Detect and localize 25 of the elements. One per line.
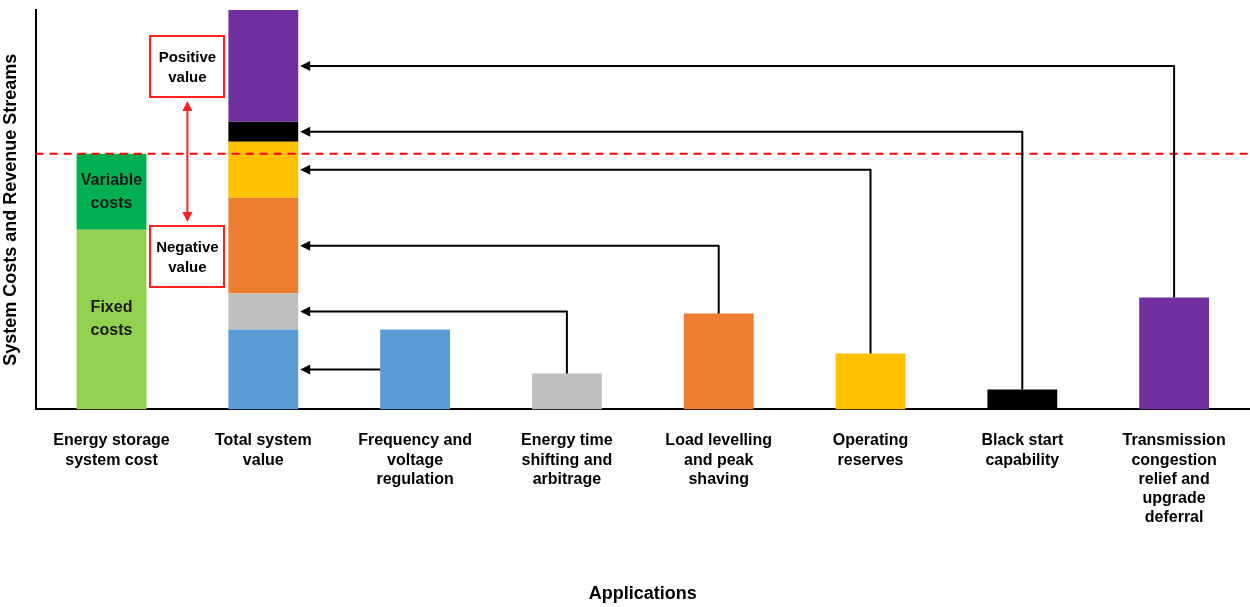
- x-axis-title: Applications: [588, 583, 697, 604]
- bar: [531, 373, 602, 410]
- x-tick-label: Load levelling and peak shaving: [665, 431, 773, 487]
- x-tick-label: Energy storage system cost: [53, 431, 170, 468]
- bar: [228, 197, 299, 294]
- bar: [1139, 297, 1210, 410]
- bar: [228, 293, 299, 330]
- annotation: Negative value: [149, 225, 226, 288]
- series-label: Fixed costs: [90, 298, 133, 339]
- annotation: Positive value: [149, 35, 226, 98]
- bar: [76, 229, 147, 410]
- bar: [228, 329, 299, 410]
- x-tick-label: Operating reserves: [832, 431, 909, 468]
- x-tick-label: Energy time shifting and arbitrage: [521, 431, 613, 487]
- bar: [835, 353, 906, 410]
- bar: [683, 313, 754, 410]
- bar: [228, 10, 299, 122]
- series-label: Variable costs: [80, 170, 143, 211]
- x-tick-label: Transmission congestion relief and upgrade deferral: [1122, 431, 1226, 526]
- x-tick-label: Total system value: [214, 431, 312, 468]
- bar: [228, 141, 299, 198]
- x-tick-label: Frequency and voltage regulation: [358, 431, 473, 487]
- y-axis-title: System Costs and Revenue Streams: [0, 53, 20, 366]
- bar: [380, 329, 451, 410]
- x-tick-label: Black start capability: [981, 431, 1064, 468]
